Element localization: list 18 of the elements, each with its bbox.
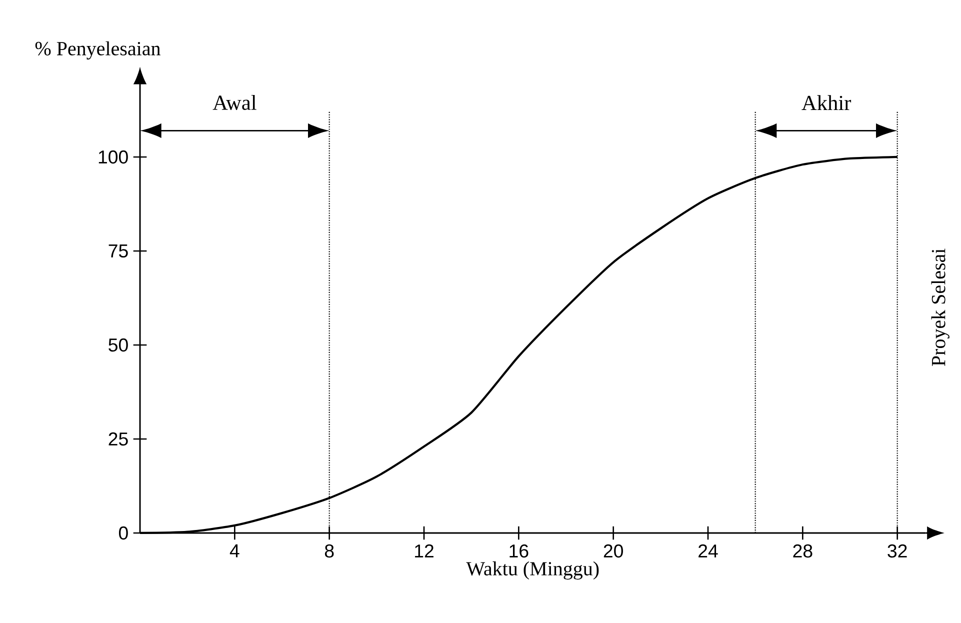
y-tick-label: 100 (98, 150, 128, 164)
x-tick-label: 16 (510, 544, 528, 558)
x-tick-label: 32 (888, 544, 907, 558)
ref-line-label: Proyek Selesai (931, 248, 950, 366)
x-tick-label: 24 (698, 544, 718, 558)
x-tick-label: 20 (604, 544, 623, 558)
x-tick-label: 28 (793, 544, 812, 558)
y-axis-title: % Penyelesaian (35, 41, 160, 60)
x-axis-title: Waktu (Minggu) (466, 561, 599, 580)
y-tick-label: 0 (118, 526, 128, 540)
y-tick-label: 25 (108, 432, 128, 446)
annotation: Awal (212, 94, 256, 110)
x-tick-label: 8 (324, 544, 334, 558)
annotation: Akhir (802, 95, 852, 110)
y-tick-label: 50 (108, 338, 128, 352)
y-tick-label: 75 (108, 244, 128, 258)
x-tick-label: 12 (415, 544, 434, 558)
x-tick-label: 4 (230, 544, 240, 558)
